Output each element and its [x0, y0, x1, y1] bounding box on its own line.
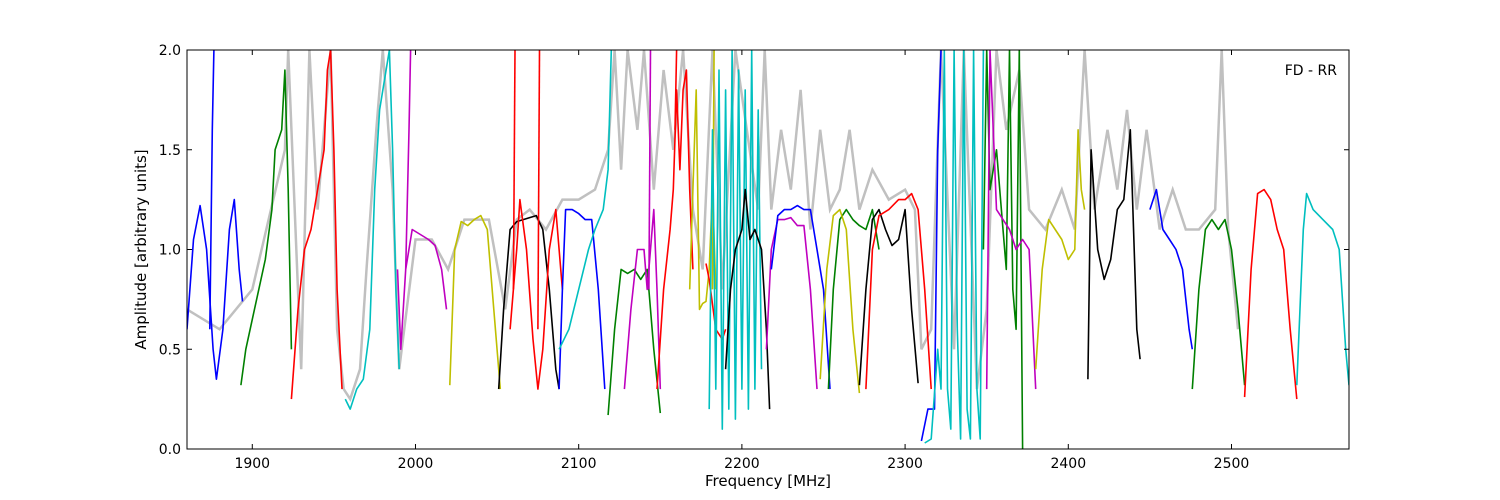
- series-line-37: [1191, 218, 1246, 390]
- series-line-16: [648, 50, 652, 290]
- series-line-5: [396, 228, 448, 351]
- annotation-label: FD - RR: [1285, 63, 1338, 79]
- series-line-10: [512, 50, 516, 290]
- series-line-39: [1296, 192, 1349, 386]
- series-line-7: [449, 214, 502, 390]
- series-line-30: [920, 50, 942, 442]
- series-line-14: [607, 268, 662, 416]
- series-line-33: [985, 50, 1037, 390]
- series-line-2: [240, 69, 293, 386]
- x-tick-label: 1900: [234, 456, 270, 472]
- series-line-36: [1149, 188, 1194, 350]
- series-line-6: [404, 50, 412, 270]
- series-line-1: [209, 50, 215, 330]
- y-tick-label: 0.0: [159, 442, 181, 458]
- series-line-17: [656, 69, 694, 390]
- series-line-4: [344, 50, 400, 410]
- series-line-28: [858, 208, 919, 386]
- series-line-29: [865, 192, 932, 390]
- series-line-13: [558, 50, 613, 350]
- series-line-8: [497, 214, 560, 390]
- series-line-25: [770, 204, 831, 390]
- y-tick-label: 1.5: [159, 143, 181, 159]
- series-line-12: [558, 208, 606, 390]
- series-line-0: [187, 198, 244, 381]
- series-line-15: [623, 208, 662, 390]
- y-tick-label: 0.5: [159, 342, 181, 358]
- series-line-38: [1243, 188, 1298, 400]
- ticks-layer: 1900 2000 2100 2200 2300 2400 2500 0.0 0.5 1.0 1.5…: [159, 43, 1349, 472]
- series-layer: [187, 50, 1349, 449]
- x-tick-label: 2400: [1050, 456, 1086, 472]
- series-line-26: [827, 208, 880, 390]
- x-axis-label: Frequency [MHz]: [705, 472, 831, 490]
- y-tick-label: 2.0: [159, 43, 181, 59]
- x-tick-label: 2200: [724, 456, 760, 472]
- x-tick-label: 2100: [561, 456, 597, 472]
- series-line-3: [290, 50, 343, 400]
- series-line-35: [1087, 129, 1141, 380]
- x-tick-label: 2300: [887, 456, 923, 472]
- y-tick-label: 1.0: [159, 243, 181, 259]
- series-line-31: [924, 50, 985, 444]
- series-line-24: [765, 216, 818, 390]
- series-line-23: [724, 188, 771, 410]
- series-line-34: [1034, 129, 1086, 370]
- series-line-27: [819, 208, 861, 394]
- series-line-18: [674, 50, 678, 130]
- x-tick-label: 2000: [398, 456, 434, 472]
- series-line-9: [509, 198, 564, 390]
- y-axis-label: Amplitude [arbitrary units]: [132, 149, 150, 349]
- series-line-22: [708, 50, 763, 430]
- x-tick-label: 2500: [1214, 456, 1250, 472]
- series-line-11: [537, 50, 541, 330]
